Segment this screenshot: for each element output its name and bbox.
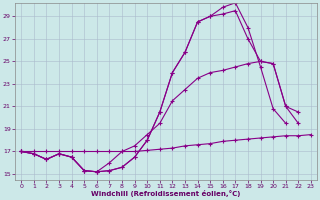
- X-axis label: Windchill (Refroidissement éolien,°C): Windchill (Refroidissement éolien,°C): [92, 190, 241, 197]
